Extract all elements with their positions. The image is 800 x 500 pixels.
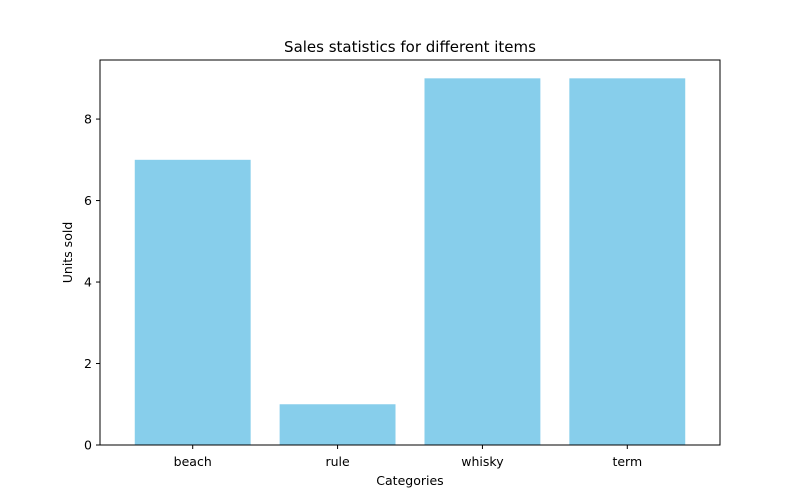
y-tick-label: 4 [84,275,92,290]
bar-rule [279,404,396,445]
y-tick-label: 2 [84,356,92,371]
y-tick-label: 6 [84,193,92,208]
x-tick-label: whisky [461,454,504,469]
x-tick-label: rule [325,454,350,469]
x-tick-label: beach [174,454,212,469]
x-tick-label: term [612,454,642,469]
y-axis-label: Units sold [60,222,75,284]
plot-frame [99,59,721,446]
y-tick-label: 0 [84,438,92,453]
bar-term [569,78,686,445]
ticks-layer: beach rule whisky term 0 2 4 6 8 [84,112,642,469]
x-axis-label: Categories [376,473,443,488]
bar-beach [134,159,251,445]
y-tick-label: 8 [84,112,92,127]
bars-layer [134,78,686,445]
bar-whisky [424,78,541,445]
chart-title: Sales statistics for different items [284,38,536,56]
